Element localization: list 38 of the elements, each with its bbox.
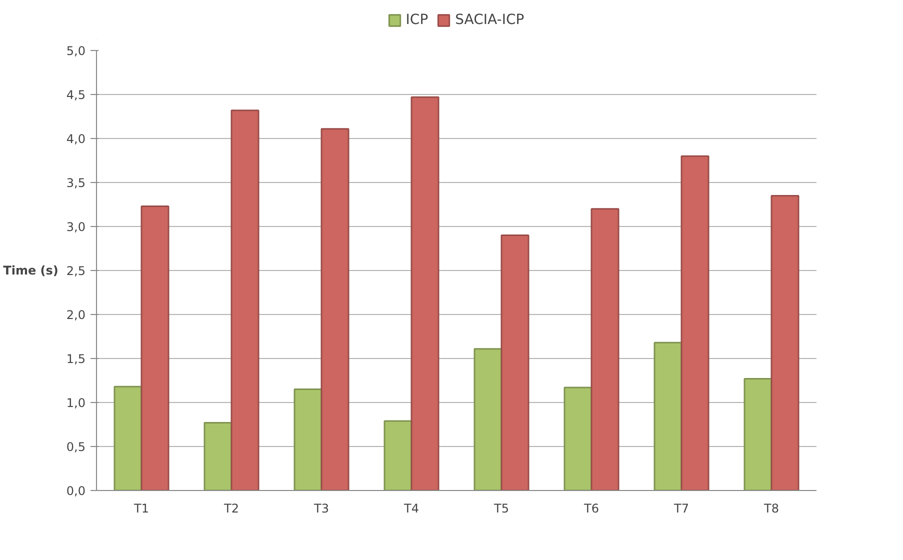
bar <box>654 342 682 490</box>
x-tick-label: T2 <box>223 502 239 516</box>
y-tick-label: 4,5 <box>66 88 86 102</box>
bar <box>320 128 350 490</box>
x-tick-label: T5 <box>493 502 509 516</box>
bar <box>590 208 620 490</box>
y-tick-label: 4,0 <box>66 132 86 146</box>
bar <box>474 348 502 490</box>
y-tick-label: 3,5 <box>66 176 86 190</box>
bar <box>500 234 530 490</box>
y-tick-label: 5,0 <box>66 44 86 58</box>
bar <box>744 378 772 490</box>
y-tick-label: 0,5 <box>66 440 86 454</box>
x-tick-label: T1 <box>133 502 149 516</box>
bar <box>230 110 260 490</box>
bar <box>204 422 232 490</box>
bar <box>384 420 412 490</box>
legend-label: SACIA-ICP <box>455 12 524 28</box>
bar <box>294 388 322 490</box>
x-tick-label: T8 <box>763 502 779 516</box>
bar <box>680 155 710 490</box>
y-tick-label: 0,0 <box>66 484 86 498</box>
y-tick-label: 2,5 <box>66 264 86 278</box>
x-tick-label: T7 <box>673 502 689 516</box>
bar <box>770 194 800 490</box>
x-tick-label: T4 <box>403 502 419 516</box>
y-axis-title: Time (s) <box>3 264 58 278</box>
y-tick-label: 1,0 <box>66 396 86 410</box>
y-tick-label: 2,0 <box>66 308 86 322</box>
x-tick-label: T6 <box>583 502 599 516</box>
y-tick-label: 1,5 <box>66 352 86 366</box>
bar <box>140 206 170 490</box>
legend-label: ICP <box>406 12 428 28</box>
bar <box>410 96 440 490</box>
y-tick-label: 3,0 <box>66 220 86 234</box>
bar <box>564 386 592 490</box>
x-tick-label: T3 <box>313 502 329 516</box>
bar <box>114 386 142 490</box>
